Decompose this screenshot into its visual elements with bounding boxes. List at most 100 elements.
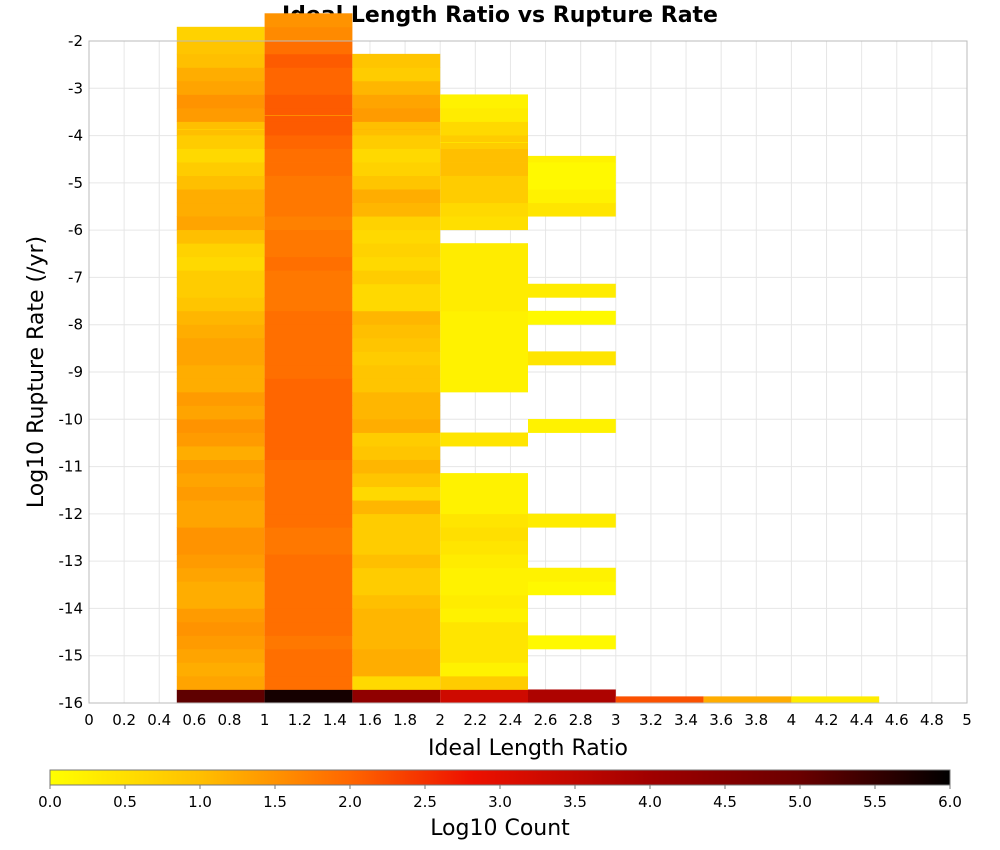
x-tick-label: 4.4	[850, 711, 874, 729]
heatmap-cell	[264, 540, 353, 555]
heatmap-cell	[264, 635, 353, 650]
heatmap-cell	[176, 486, 265, 501]
heatmap-cell	[264, 297, 353, 312]
heatmap-cell	[176, 53, 265, 68]
heatmap-cell	[352, 351, 441, 366]
x-tick-label: 2.4	[499, 711, 523, 729]
heatmap-cell	[352, 121, 441, 136]
heatmap-cell	[440, 283, 528, 298]
colorbar	[49, 769, 951, 786]
heatmap-cell	[264, 513, 353, 528]
heatmap-cell	[352, 554, 441, 569]
heatmap-cell	[528, 635, 616, 650]
heatmap-cell	[352, 67, 441, 82]
x-tick-label: 4.8	[920, 711, 944, 729]
colorbar-tick-label: 3.5	[563, 793, 587, 811]
x-tick-label: 2.8	[569, 711, 593, 729]
heatmap-cell	[440, 107, 528, 122]
x-tick-label: 4.2	[815, 711, 839, 729]
heatmap-cell	[352, 635, 441, 650]
heatmap-cell	[703, 696, 792, 704]
heatmap-cell	[440, 567, 528, 582]
heatmap-cell	[791, 696, 880, 704]
heatmap-cell	[528, 513, 616, 528]
heatmap-cell	[528, 351, 616, 366]
heatmap-cell	[440, 270, 528, 285]
heatmap-cell	[440, 216, 528, 231]
heatmap-cell	[440, 500, 528, 515]
heatmap-cell	[264, 26, 353, 41]
heatmap-cell	[176, 162, 265, 176]
heatmap-cell	[264, 67, 353, 82]
heatmap-cell	[176, 324, 265, 339]
heatmap-cell	[352, 459, 441, 474]
heatmap-cell	[176, 391, 265, 406]
heatmap-cell	[440, 473, 528, 488]
heatmap-cell	[176, 473, 265, 488]
x-tick-label: 1.2	[288, 711, 312, 729]
colorbar-tick-label: 6.0	[938, 793, 962, 811]
heatmap-cell	[176, 297, 265, 312]
heatmap-cell	[176, 310, 265, 325]
x-tick-label: 0.4	[147, 711, 171, 729]
heatmap-cell	[264, 310, 353, 325]
heatmap-cell	[440, 297, 528, 312]
heatmap-cell	[440, 675, 528, 690]
heatmap-cell	[264, 283, 353, 298]
heatmap-cell	[176, 500, 265, 515]
heatmap-cell	[264, 202, 353, 217]
heatmap-cell	[176, 662, 265, 677]
heatmap-cell	[440, 364, 528, 379]
y-axis-label: Log10 Rupture Rate (/yr)	[24, 236, 49, 508]
heatmap-cell	[352, 189, 441, 204]
chart-title: Ideal Length Ratio vs Rupture Rate	[282, 3, 718, 28]
heatmap-cell	[264, 419, 353, 433]
x-tick-label: 0	[84, 711, 94, 729]
y-tick-label: -7	[68, 268, 83, 286]
heatmap-cell	[176, 202, 265, 217]
heatmap-cell	[352, 486, 441, 501]
heatmap-cell	[352, 202, 441, 217]
heatmap-cell	[352, 473, 441, 488]
heatmap-cell	[440, 540, 528, 555]
heatmap-cell	[176, 378, 265, 393]
heatmap-cell	[528, 189, 616, 204]
heatmap-cell	[440, 256, 528, 271]
colorbar-tick-label: 2.5	[413, 793, 437, 811]
heatmap-cell	[352, 432, 441, 447]
heatmap-cell	[440, 162, 528, 176]
heatmap-cell	[264, 594, 353, 609]
heatmap-cell	[352, 270, 441, 285]
colorbar-tick-label: 3.0	[488, 793, 512, 811]
heatmap-cells	[176, 13, 880, 704]
heatmap-cell	[264, 53, 353, 68]
heatmap-cell	[352, 662, 441, 677]
heatmap-cell	[440, 527, 528, 542]
heatmap-cell	[352, 94, 441, 109]
heatmap-cell	[440, 621, 528, 636]
x-tick-label: 1.6	[358, 711, 382, 729]
heatmap-cell	[176, 527, 265, 542]
heatmap-cell	[264, 243, 353, 258]
heatmap-cell	[264, 378, 353, 393]
heatmap-cell	[264, 107, 353, 122]
heatmap-cell	[264, 689, 353, 704]
heatmap-cell	[176, 270, 265, 285]
heatmap-cell	[352, 378, 441, 393]
heatmap-cell	[176, 175, 265, 190]
heatmap-cell	[264, 216, 353, 231]
heatmap-cell	[264, 621, 353, 636]
heatmap-cell	[440, 351, 528, 366]
heatmap-cell	[528, 689, 616, 704]
heatmap-cell	[352, 135, 441, 149]
heatmap-cell	[615, 696, 704, 704]
heatmap-cell	[440, 378, 528, 393]
heatmap-cell	[352, 513, 441, 528]
heatmap-cell	[176, 648, 265, 663]
heatmap-cell	[440, 513, 528, 528]
heatmap-cell	[528, 283, 616, 298]
heatmap-cell	[176, 107, 265, 122]
heatmap-cell	[176, 351, 265, 366]
y-tick-label: -2	[68, 32, 83, 50]
x-tick-label: 4.6	[885, 711, 909, 729]
